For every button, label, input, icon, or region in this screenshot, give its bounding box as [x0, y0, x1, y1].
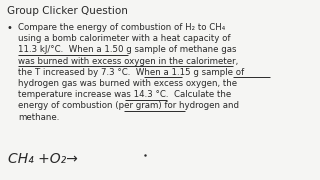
Text: was burned with excess oxygen in the calorimeter,: was burned with excess oxygen in the cal…: [18, 57, 238, 66]
Text: energy of combustion (per gram) for hydrogen and: energy of combustion (per gram) for hydr…: [18, 101, 239, 110]
Text: using a bomb calorimeter with a heat capacity of: using a bomb calorimeter with a heat cap…: [18, 34, 230, 43]
Text: Compare the energy of combustion of H₂ to CH₄: Compare the energy of combustion of H₂ t…: [18, 23, 225, 32]
Text: •: •: [7, 23, 13, 33]
Text: Group Clicker Question: Group Clicker Question: [7, 6, 128, 16]
Text: the T increased by 7.3 °C.  When a 1.15 g sample of: the T increased by 7.3 °C. When a 1.15 g…: [18, 68, 244, 77]
Text: CH₄ +O₂→: CH₄ +O₂→: [8, 152, 78, 166]
Text: hydrogen gas was burned with excess oxygen, the: hydrogen gas was burned with excess oxyg…: [18, 79, 237, 88]
Text: temperature increase was 14.3 °C.  Calculate the: temperature increase was 14.3 °C. Calcul…: [18, 90, 231, 99]
Text: 11.3 kJ/°C.  When a 1.50 g sample of methane gas: 11.3 kJ/°C. When a 1.50 g sample of meth…: [18, 45, 236, 54]
Text: methane.: methane.: [18, 113, 60, 122]
